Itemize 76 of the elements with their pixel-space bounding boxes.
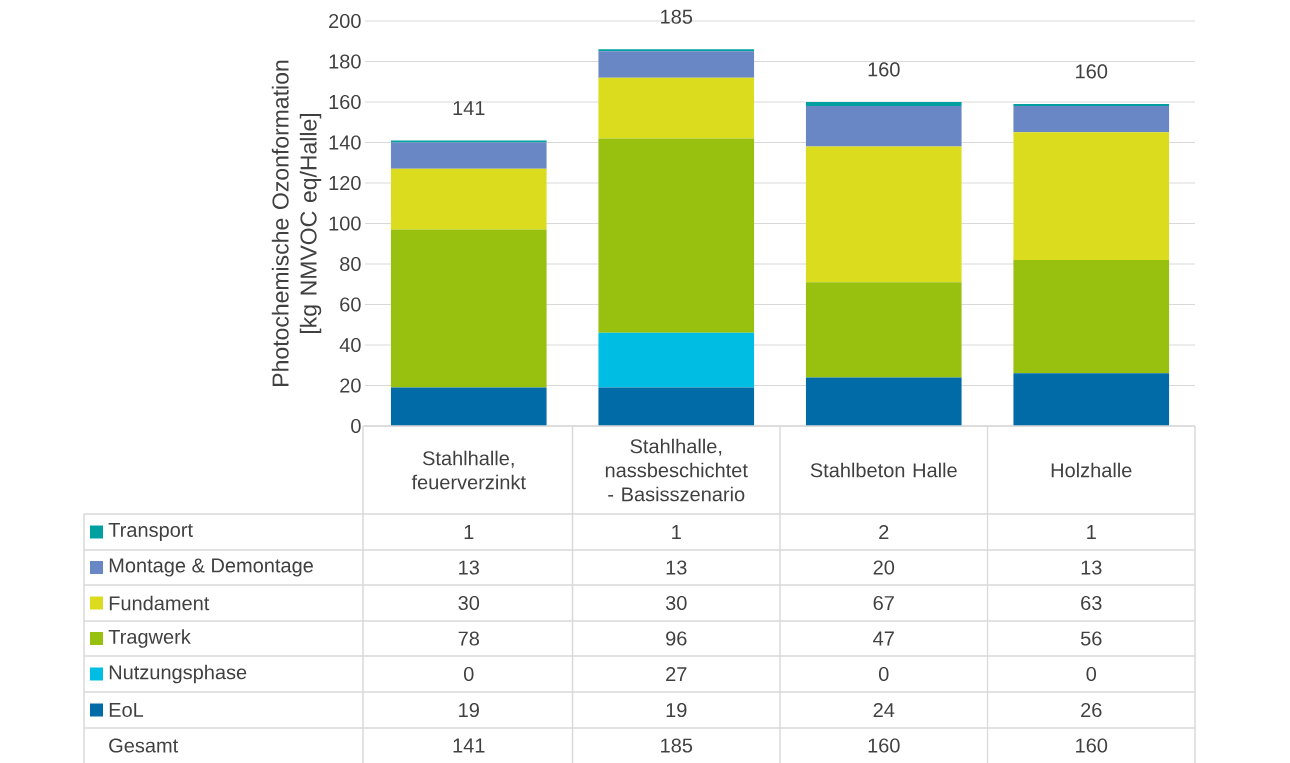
- bar: [598, 77, 755, 139]
- bar: [390, 387, 547, 426]
- bar: [805, 282, 962, 378]
- y-axis-title: Photochemische Ozonformation [kg NMVOC eq/Halle]: [271, 60, 322, 386]
- bar: [390, 229, 547, 388]
- bar: [1013, 259, 1170, 374]
- data-label: 1: [1087, 525, 1096, 539]
- text: 160: [868, 738, 900, 753]
- data-label: 0: [1086, 666, 1097, 682]
- data-label: 20: [873, 560, 895, 575]
- data-label: 96: [666, 631, 687, 646]
- legend-label: EoL: [109, 703, 144, 717]
- data-label: 26: [1081, 702, 1102, 718]
- bar: [1013, 104, 1170, 107]
- bar: [805, 106, 962, 147]
- bar: [598, 138, 755, 333]
- y-tick-label: 120: [329, 175, 361, 191]
- y-tick-label: 200: [329, 13, 361, 29]
- bar: [1013, 132, 1170, 260]
- legend-label: Transport: [108, 523, 193, 541]
- y-tick-label: 180: [329, 54, 361, 69]
- data-label: 1: [672, 525, 681, 539]
- bar: [598, 49, 755, 52]
- bar: [805, 377, 962, 426]
- bar: [390, 140, 547, 143]
- total-label: 160: [1076, 64, 1108, 79]
- data-label: 13: [666, 560, 687, 575]
- data-label: 27: [666, 667, 687, 681]
- data-label: 13: [459, 560, 479, 575]
- x-tick-label: Stahlbeton Halle: [810, 462, 957, 478]
- total-label: 141: [453, 101, 485, 115]
- data-label: 19: [459, 702, 479, 718]
- y-tick-label: 20: [340, 378, 361, 393]
- data-label: 19: [666, 702, 687, 718]
- y-tick-label: 160: [329, 94, 361, 110]
- total-label: 160: [868, 62, 900, 77]
- bar: [598, 51, 755, 78]
- y-tick-label: 100: [329, 216, 361, 231]
- data-label: 13: [1081, 560, 1102, 575]
- text: 141: [453, 738, 485, 753]
- data-label: 67: [873, 595, 894, 611]
- bar: [390, 142, 547, 169]
- text: 185: [661, 738, 693, 753]
- data-label: 30: [665, 595, 687, 611]
- bar: [805, 146, 962, 283]
- legend-label: Fundament: [109, 595, 210, 611]
- data-label: 0: [463, 666, 474, 682]
- data-label: 30: [458, 595, 480, 611]
- data-label: 47: [873, 631, 894, 646]
- y-tick-label: 0: [351, 418, 361, 434]
- bar: [598, 332, 755, 388]
- bar: [390, 168, 547, 230]
- x-tick-label: Stahlhalle, nassbeschichtet - Basisszenario: [605, 438, 748, 502]
- bar: [805, 101, 962, 107]
- data-label: 63: [1081, 595, 1102, 611]
- x-tick-label: Stahlhalle, feuerverzinkt: [411, 450, 526, 490]
- y-tick-label: 40: [339, 337, 361, 353]
- y-tick-label: 60: [340, 297, 361, 312]
- bar: [598, 387, 755, 426]
- data-label: 0: [878, 666, 889, 682]
- text: Gesamt: [109, 738, 179, 753]
- text: 160: [1076, 738, 1108, 753]
- data-label: 2: [879, 525, 889, 539]
- data-label: 78: [458, 631, 480, 646]
- legend-label: Nutzungsphase: [109, 664, 247, 684]
- legend-label: Tragwerk: [108, 629, 191, 648]
- y-tick-label: 140: [329, 135, 361, 150]
- y-tick-label: 80: [340, 256, 361, 272]
- bar: [1013, 106, 1170, 133]
- data-label: 56: [1080, 631, 1102, 646]
- legend-label: Montage & Demontage: [109, 558, 313, 577]
- x-tick-label: Holzhalle: [1051, 462, 1132, 478]
- bar: [1013, 373, 1170, 426]
- data-label: 24: [873, 703, 895, 717]
- data-label: 1: [464, 525, 474, 539]
- total-label: 185: [661, 9, 693, 24]
